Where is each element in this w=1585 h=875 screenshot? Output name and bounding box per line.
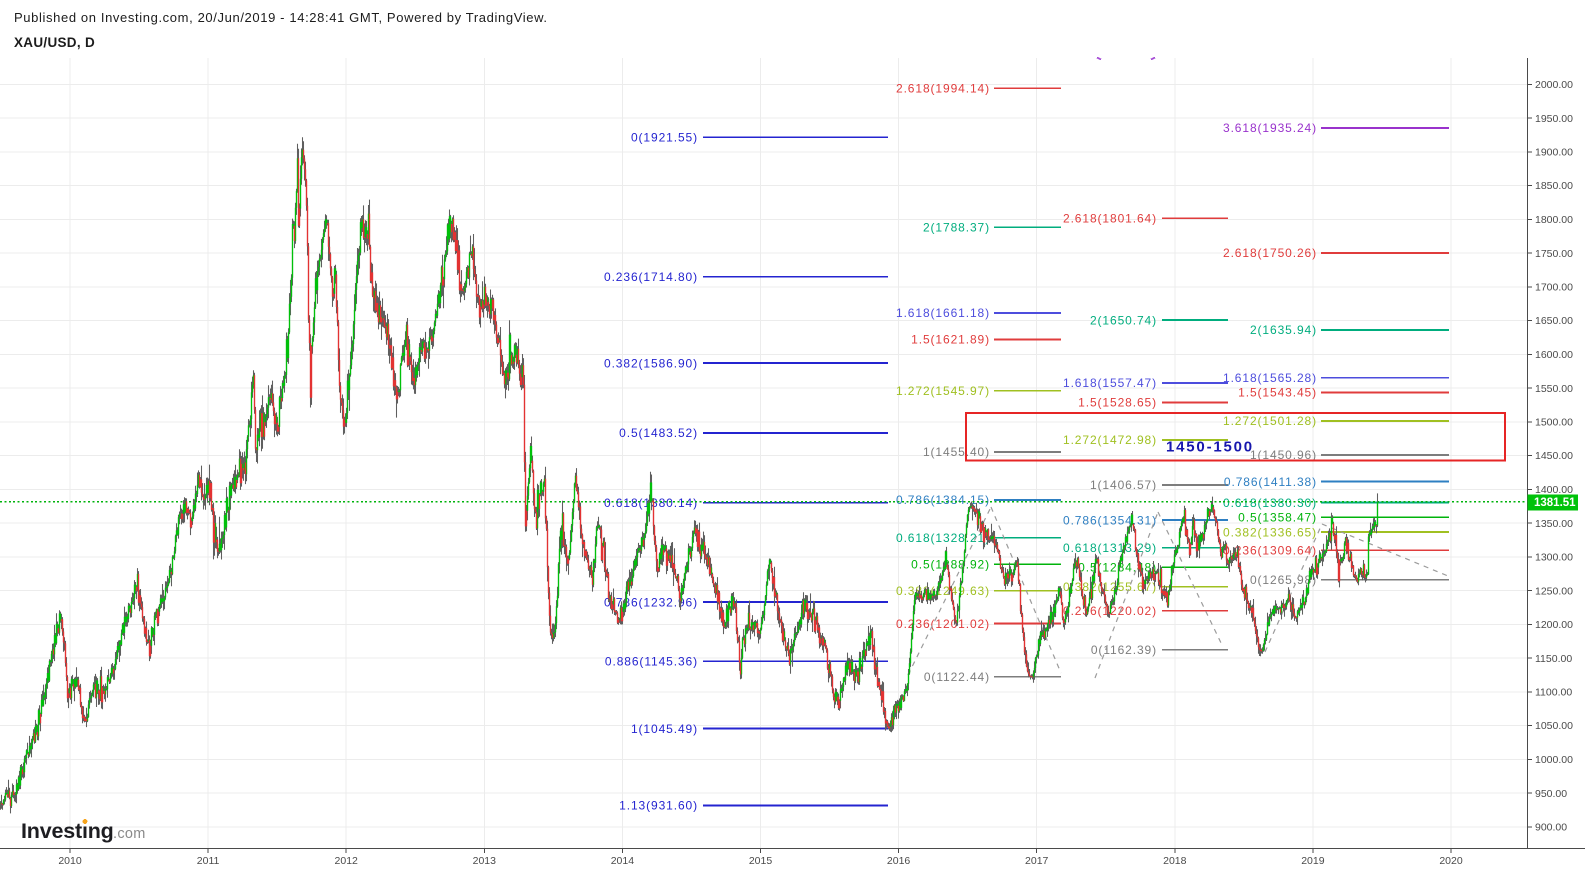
svg-text:1450-1500: 1450-1500: [1166, 439, 1254, 456]
svg-text:.com: .com: [113, 826, 146, 842]
svg-text:0.5(1284.48): 0.5(1284.48): [1078, 561, 1157, 575]
svg-text:0.382(1336.65): 0.382(1336.65): [1223, 525, 1317, 539]
svg-text:0(1122.44): 0(1122.44): [924, 670, 990, 684]
svg-text:Investıng: Investıng: [21, 819, 114, 843]
svg-text:0.618(1313.29): 0.618(1313.29): [1063, 541, 1157, 555]
svg-text:950.00: 950.00: [1535, 788, 1567, 800]
svg-text:2012: 2012: [335, 855, 359, 867]
svg-text:1250.00: 1250.00: [1535, 585, 1573, 597]
svg-text:0.5(1288.92): 0.5(1288.92): [911, 558, 990, 572]
svg-text:1381.51: 1381.51: [1534, 497, 1576, 509]
svg-text:2016: 2016: [887, 855, 911, 867]
svg-text:1.618(1557.47): 1.618(1557.47): [1063, 376, 1157, 390]
svg-text:0.786(1411.38): 0.786(1411.38): [1224, 475, 1317, 489]
svg-text:2000.00: 2000.00: [1535, 79, 1573, 91]
svg-text:1200.00: 1200.00: [1535, 619, 1573, 631]
svg-text:1(1455.40): 1(1455.40): [923, 445, 990, 459]
svg-text:1.272(1472.98): 1.272(1472.98): [1063, 433, 1157, 447]
svg-text:2.618(1994.14): 2.618(1994.14): [896, 82, 990, 96]
svg-text:1650.00: 1650.00: [1535, 315, 1573, 327]
svg-text:0.618(1380.30): 0.618(1380.30): [1223, 496, 1317, 510]
svg-text:1750.00: 1750.00: [1535, 248, 1573, 260]
svg-text:1450.00: 1450.00: [1535, 450, 1573, 462]
svg-text:1300.00: 1300.00: [1535, 552, 1573, 564]
svg-text:1100.00: 1100.00: [1535, 687, 1572, 699]
svg-text:1(1450.96): 1(1450.96): [1250, 448, 1317, 462]
svg-text:Published on Investing.com, 20: Published on Investing.com, 20/Jun/2019 …: [14, 10, 548, 25]
svg-text:0.786(1232.96): 0.786(1232.96): [604, 595, 698, 609]
svg-text:0.236(1201.02): 0.236(1201.02): [896, 617, 990, 631]
svg-text:0.382(1255.67): 0.382(1255.67): [1063, 580, 1157, 594]
svg-text:0.786(1354.31): 0.786(1354.31): [1063, 513, 1157, 527]
svg-text:1.272(1501.28): 1.272(1501.28): [1223, 414, 1317, 428]
svg-text:900.00: 900.00: [1535, 822, 1567, 834]
svg-text:1600.00: 1600.00: [1535, 349, 1573, 361]
svg-text:1850.00: 1850.00: [1535, 180, 1573, 192]
svg-text:2019: 2019: [1301, 855, 1325, 867]
svg-text:1.618(1661.18): 1.618(1661.18): [896, 306, 990, 320]
svg-text:1700.00: 1700.00: [1535, 282, 1573, 294]
svg-text:1500.00: 1500.00: [1535, 417, 1573, 429]
svg-text:1950.00: 1950.00: [1535, 113, 1573, 125]
svg-text:1.13(931.60): 1.13(931.60): [619, 799, 698, 813]
svg-text:2(1650.74): 2(1650.74): [1090, 313, 1157, 327]
svg-text:2(1635.94): 2(1635.94): [1250, 323, 1317, 337]
svg-text:0.382(1586.90): 0.382(1586.90): [604, 356, 698, 370]
svg-text:1000.00: 1000.00: [1535, 754, 1573, 766]
svg-text:2013: 2013: [473, 855, 497, 867]
svg-text:1150.00: 1150.00: [1535, 653, 1572, 665]
svg-text:0(1921.55): 0(1921.55): [631, 131, 698, 145]
svg-text:2020: 2020: [1439, 855, 1463, 867]
svg-text:2014: 2014: [611, 855, 635, 867]
svg-text:1050.00: 1050.00: [1535, 720, 1573, 732]
svg-text:0.5(1358.47): 0.5(1358.47): [1238, 511, 1317, 525]
svg-text:2017: 2017: [1025, 855, 1049, 867]
svg-text:1(1045.49): 1(1045.49): [631, 722, 698, 736]
svg-text:2015: 2015: [749, 855, 773, 867]
svg-text:0.382(1249.63): 0.382(1249.63): [896, 584, 990, 598]
svg-text:1900.00: 1900.00: [1535, 147, 1573, 159]
svg-text:2010: 2010: [58, 855, 82, 867]
svg-text:1.5(1528.65): 1.5(1528.65): [1078, 396, 1157, 410]
svg-text:1(1406.57): 1(1406.57): [1090, 478, 1157, 492]
svg-text:0(1162.39): 0(1162.39): [1091, 643, 1157, 657]
svg-text:0(1265.98): 0(1265.98): [1250, 573, 1317, 587]
svg-text:1.272(1545.97): 1.272(1545.97): [896, 384, 990, 398]
svg-text:1400.00: 1400.00: [1535, 484, 1573, 496]
svg-text:2(1788.37): 2(1788.37): [923, 220, 990, 234]
svg-text:1350.00: 1350.00: [1535, 518, 1573, 530]
svg-text:1.618(1565.28): 1.618(1565.28): [1223, 371, 1317, 385]
svg-text:3.618(1935.24): 3.618(1935.24): [1223, 121, 1317, 135]
svg-text:1550.00: 1550.00: [1535, 383, 1573, 395]
svg-text:0.236(1714.80): 0.236(1714.80): [604, 270, 698, 284]
svg-text:0.786(1384.15): 0.786(1384.15): [896, 493, 990, 507]
svg-text:1800.00: 1800.00: [1535, 214, 1573, 226]
svg-text:0.5(1483.52): 0.5(1483.52): [619, 426, 698, 440]
svg-text:0.886(1145.36): 0.886(1145.36): [605, 654, 698, 668]
svg-text:2018: 2018: [1163, 855, 1187, 867]
svg-text:2011: 2011: [197, 855, 220, 867]
svg-text:0.236(1309.64): 0.236(1309.64): [1223, 544, 1317, 558]
svg-text:1.5(1543.45): 1.5(1543.45): [1238, 386, 1317, 400]
svg-text:2.618(1801.64): 2.618(1801.64): [1063, 211, 1157, 225]
svg-text:2.618(1750.26): 2.618(1750.26): [1223, 246, 1317, 260]
svg-text:XAU/USD, D: XAU/USD, D: [14, 35, 95, 50]
svg-text:1.5(1621.89): 1.5(1621.89): [911, 333, 990, 347]
